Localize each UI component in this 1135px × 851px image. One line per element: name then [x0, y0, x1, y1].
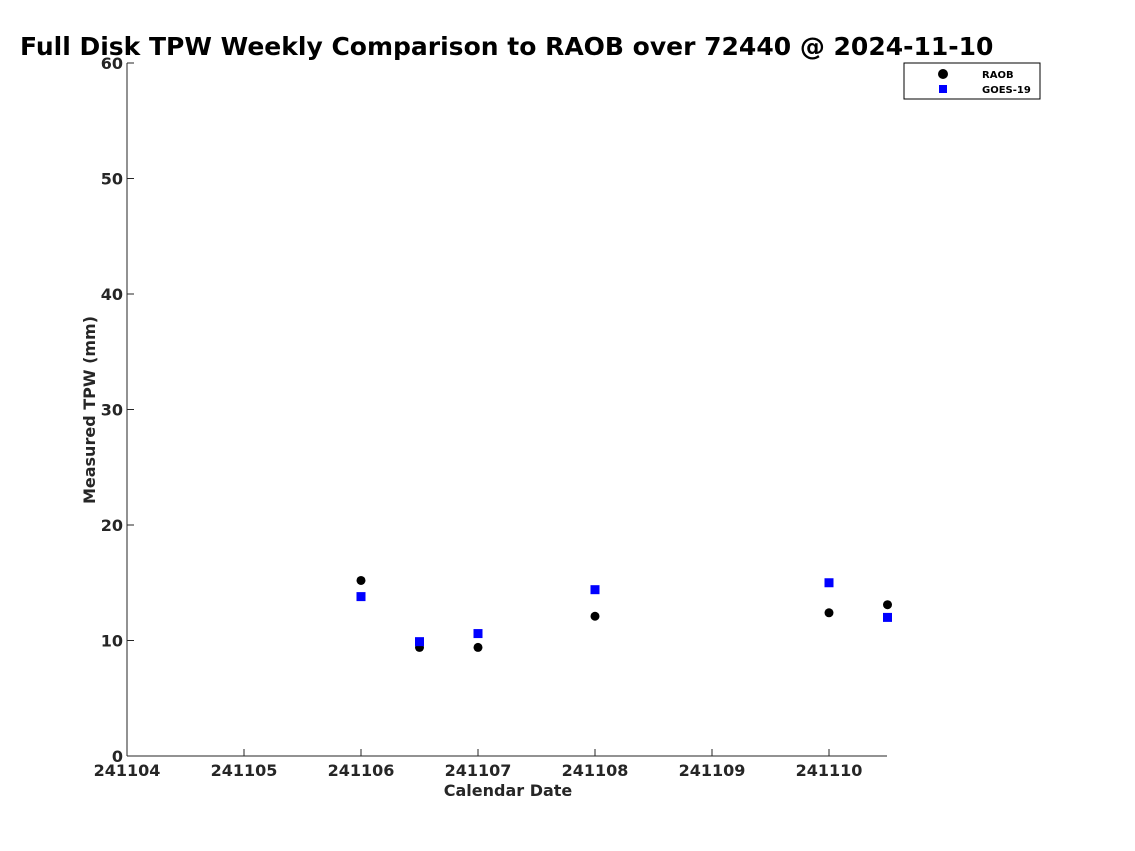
goes-19-point: [824, 578, 834, 588]
goes-19-point: [883, 612, 892, 622]
goes-19-point: [590, 585, 600, 595]
y-tick-label: 0: [112, 747, 123, 766]
goes-19-point: [356, 592, 366, 602]
x-tick-label: 241104: [94, 761, 161, 780]
x-axis-ticks: 241104 241105 241106 241107 241108 241109 2411…: [94, 749, 863, 780]
raob-point: [883, 600, 892, 610]
x-axis-label: Calendar Date: [444, 781, 573, 800]
y-tick-label: 30: [101, 401, 123, 420]
axes: [126, 63, 887, 757]
y-axis-ticks: 0 10 20 30 40 50 60: [101, 54, 134, 766]
data-points: [356, 575, 892, 652]
y-axis-label: Measured TPW (mm): [80, 316, 99, 504]
x-tick-label: 241106: [328, 761, 395, 780]
y-tick-label: 40: [101, 285, 123, 304]
x-tick-label: 241110: [796, 761, 863, 780]
x-tick-label: 241107: [445, 761, 512, 780]
y-tick-label: 50: [101, 170, 123, 189]
legend-label-goes-19: GOES-19: [982, 85, 1031, 96]
chart-title: Full Disk TPW Weekly Comparison to RAOB …: [20, 32, 993, 61]
raob-point: [356, 575, 366, 585]
raob-point: [824, 608, 834, 618]
goes-19-point: [415, 637, 424, 647]
x-tick-label: 241108: [562, 761, 629, 780]
y-tick-label: 60: [101, 54, 123, 73]
y-tick-label: 20: [101, 516, 123, 535]
raob-point: [473, 642, 483, 652]
raob-point: [590, 611, 600, 621]
y-tick-label: 10: [101, 632, 123, 651]
legend: RAOB GOES-19: [903, 62, 1041, 100]
x-tick-label: 241109: [679, 761, 746, 780]
goes-19-point: [473, 629, 483, 639]
legend-box: [903, 62, 1041, 100]
x-tick-label: 241105: [211, 761, 278, 780]
legend-marker-goes-19: [939, 85, 947, 93]
legend-label-raob: RAOB: [982, 70, 1014, 81]
legend-marker-raob: [938, 69, 948, 79]
